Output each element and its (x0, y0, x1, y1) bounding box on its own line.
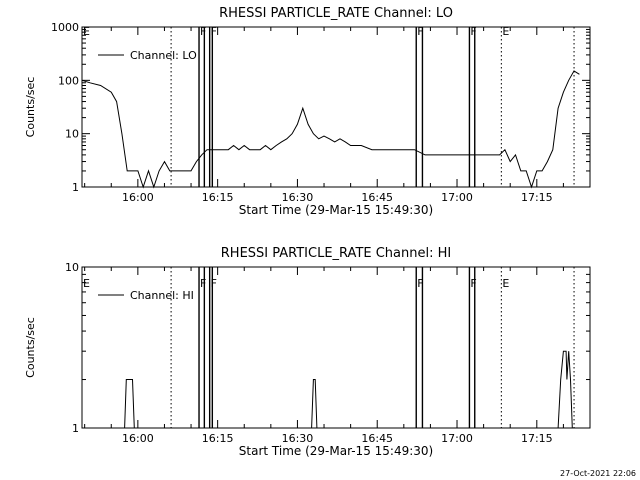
series-line-lo (81, 70, 580, 189)
event-marker-label: F (417, 25, 423, 38)
y-tick-label: 100 (58, 74, 79, 87)
x-axis-label: Start Time (29-Mar-15 15:49:30) (239, 444, 433, 458)
y-axis-label: Counts/sec (24, 317, 37, 378)
x-tick-label: 16:30 (282, 432, 314, 445)
y-tick-label: 1 (72, 181, 79, 194)
x-tick-label: 17:15 (521, 432, 553, 445)
event-marker-label: F (470, 277, 476, 290)
x-tick-label: 17:15 (521, 191, 553, 204)
legend-label: Channel: LO (130, 49, 197, 62)
event-marker-label: F (211, 277, 217, 290)
chart-panel-hi: RHESSI PARTICLE_RATE Channel: HI Counts/s… (24, 246, 591, 458)
y-axis-label: Counts/sec (24, 77, 37, 138)
series-line-hi (82, 350, 574, 429)
x-axis-label: Start Time (29-Mar-15 15:49:30) (239, 203, 433, 217)
x-tick-label: 16:15 (202, 432, 234, 445)
event-marker-label: F (200, 277, 206, 290)
event-marker-label: F (211, 25, 217, 38)
x-tick-label: 16:45 (361, 191, 393, 204)
y-tick-label: 1 (72, 422, 79, 435)
event-marker-label: E (502, 277, 509, 290)
event-marker-label: F (470, 25, 476, 38)
event-marker-label: E (502, 25, 509, 38)
event-marker-label: E (83, 25, 90, 38)
y-tick-label: 10 (65, 261, 79, 274)
legend-label: Channel: HI (130, 289, 194, 302)
x-tick-label: 17:00 (441, 191, 473, 204)
timestamp-stamp: 27-Oct-2021 22:06 (560, 469, 636, 478)
chart-title: RHESSI PARTICLE_RATE Channel: HI (221, 246, 451, 261)
x-tick-label: 16:00 (122, 191, 154, 204)
event-marker-label: F (417, 277, 423, 290)
x-tick-label: 17:00 (441, 432, 473, 445)
x-tick-label: 16:00 (122, 432, 154, 445)
chart-panels: RHESSI PARTICLE_RATE Channel: LO Counts/s… (24, 6, 591, 458)
y-tick-label: 1000 (51, 21, 79, 34)
x-tick-label: 16:30 (282, 191, 314, 204)
event-marker-label: F (200, 25, 206, 38)
chart-panel-lo: RHESSI PARTICLE_RATE Channel: LO Counts/s… (24, 6, 591, 217)
chart-title: RHESSI PARTICLE_RATE Channel: LO (219, 6, 453, 21)
x-tick-label: 16:15 (202, 191, 234, 204)
y-tick-label: 10 (65, 128, 79, 141)
event-marker-label: E (83, 277, 90, 290)
x-tick-label: 16:45 (361, 432, 393, 445)
